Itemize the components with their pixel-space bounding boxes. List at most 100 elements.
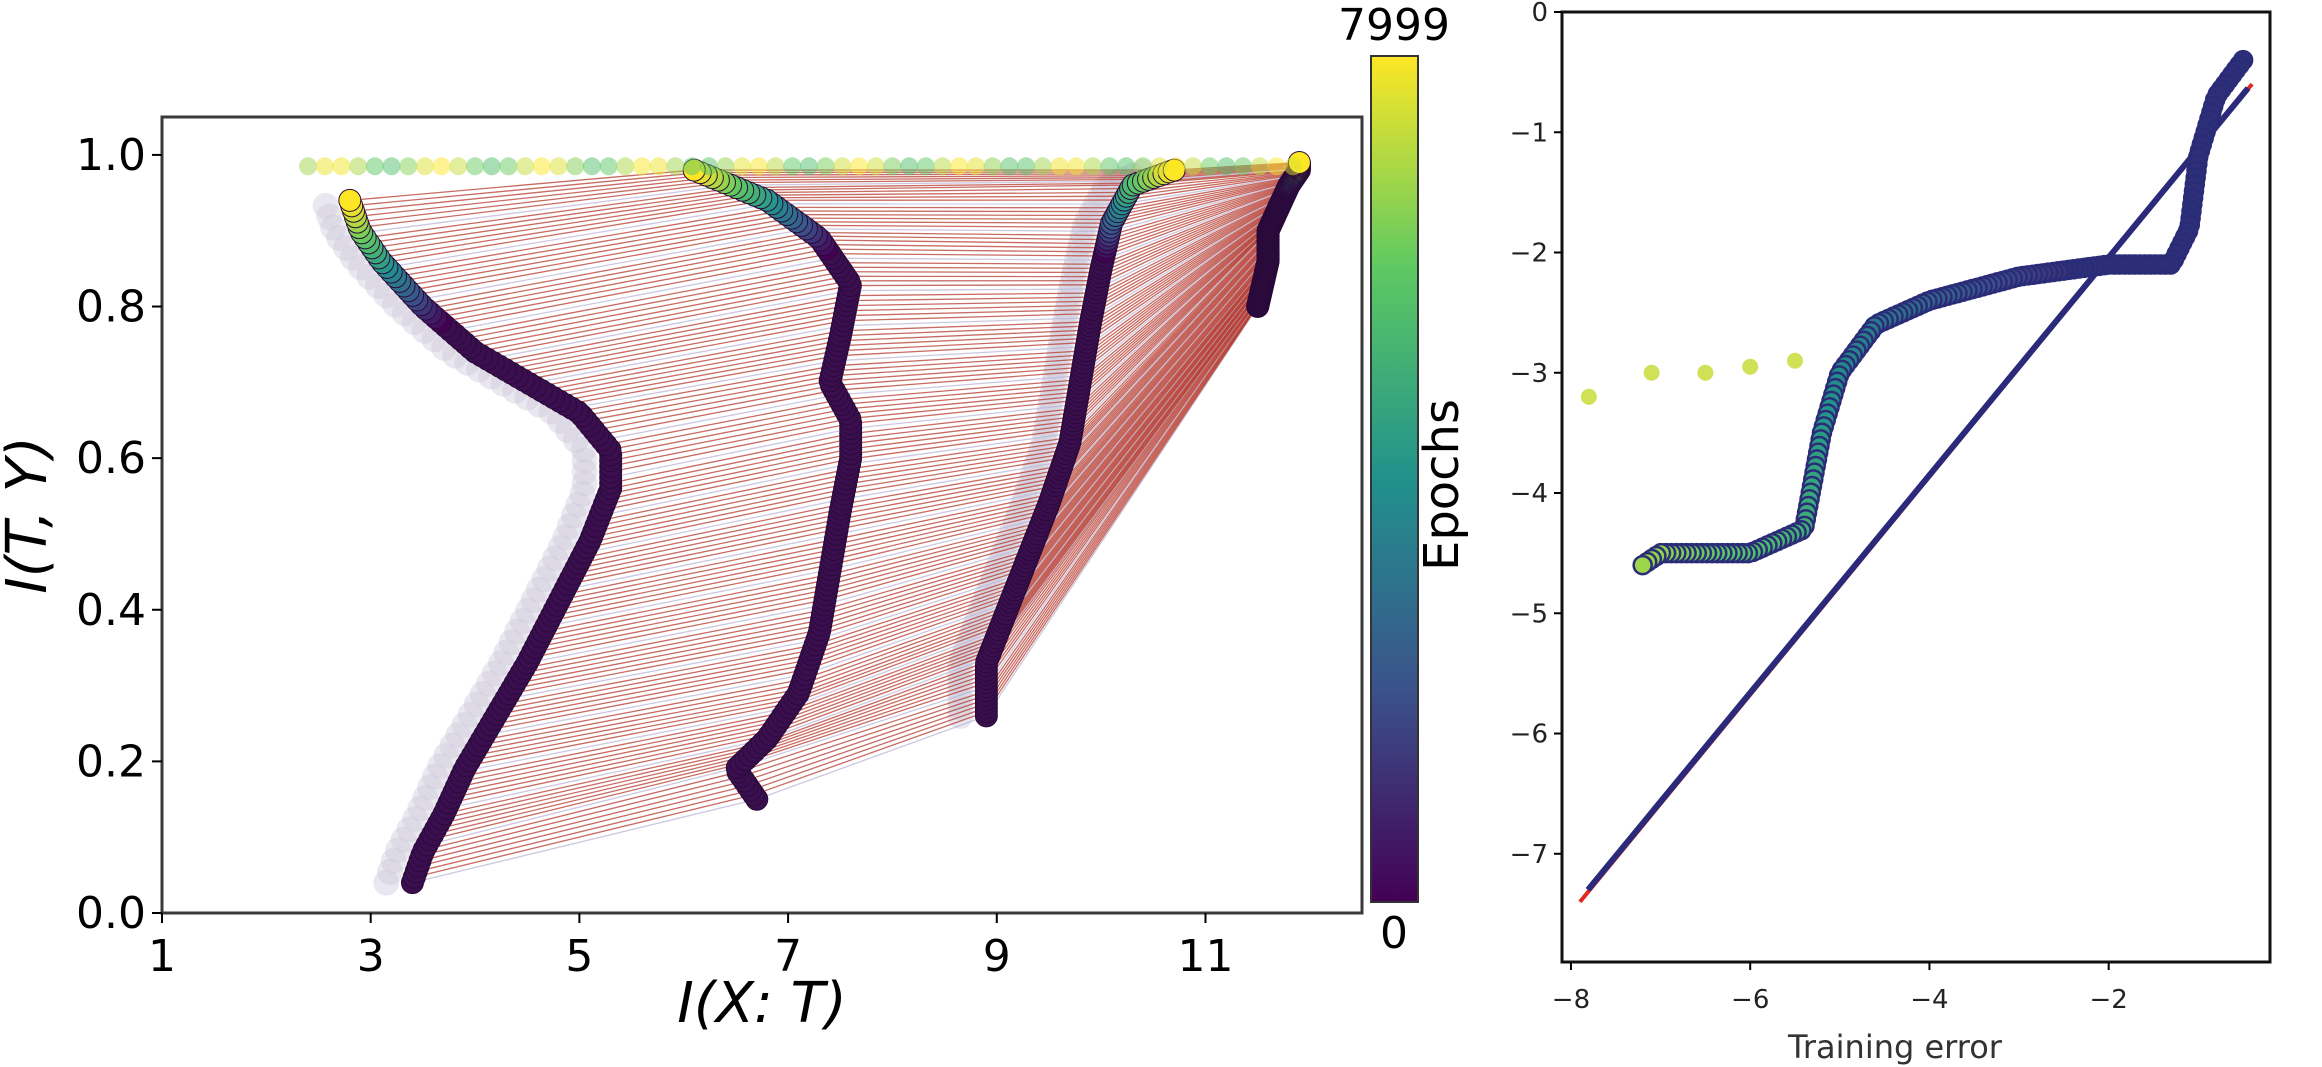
connector-line — [797, 617, 1005, 695]
connector-line — [781, 210, 1118, 213]
top-edge-point — [666, 157, 685, 176]
connector-line — [1067, 235, 1269, 451]
connector-line — [593, 478, 847, 533]
connector-line — [849, 395, 1078, 420]
top-edge-point — [1083, 157, 1102, 176]
connector-line — [811, 585, 1017, 656]
connector-line — [832, 505, 1049, 556]
halo-point — [463, 691, 490, 718]
top-edge-point — [499, 157, 518, 176]
connector-line — [597, 468, 849, 522]
connector-line — [1038, 257, 1269, 531]
connector-line — [581, 503, 842, 559]
connector-line — [847, 391, 1079, 415]
connector-line — [517, 315, 845, 378]
connector-line — [1050, 248, 1269, 499]
x-tick-label: 7 — [774, 931, 802, 982]
top-edge-point — [1117, 157, 1136, 176]
connector-line — [589, 488, 845, 544]
connector-line — [1057, 243, 1269, 479]
connector-line — [1095, 197, 1284, 298]
halo-point — [475, 670, 502, 697]
connector-line — [775, 645, 994, 727]
connector-line — [985, 297, 1261, 684]
top-edge-point — [332, 157, 351, 176]
connector-line — [1071, 231, 1269, 434]
halo-point — [556, 513, 583, 540]
halo-point — [396, 816, 423, 843]
connector-line — [601, 394, 837, 441]
top-edge-point — [1150, 157, 1169, 176]
colorbar: 7999 0 Epochs — [1338, 0, 1470, 959]
connector-line — [417, 785, 748, 868]
connector-line — [824, 541, 1035, 601]
left-y-axis-label: I(T, Y) — [0, 436, 60, 594]
connector-line — [1065, 237, 1269, 455]
connector-line — [382, 199, 768, 264]
connector-line — [736, 182, 1139, 189]
top-edge-point — [599, 157, 618, 176]
halo-point — [417, 774, 444, 801]
late-epoch-point — [1697, 364, 1714, 381]
connector-line — [760, 195, 1127, 199]
y-tick-label: 0.4 — [76, 585, 146, 636]
halo-point — [339, 244, 366, 271]
connector-line — [791, 625, 1002, 704]
halo-point — [427, 753, 454, 780]
connector-line — [456, 720, 780, 788]
connector-line — [737, 686, 987, 769]
connector-line — [610, 413, 848, 462]
connector-line — [803, 605, 1009, 680]
connector-line — [830, 362, 1084, 382]
connector-line — [487, 668, 807, 731]
top-edge-point — [1000, 157, 1019, 176]
connector-line — [523, 320, 844, 381]
connector-line — [762, 661, 987, 744]
halo-point — [552, 524, 579, 551]
connector-line — [359, 182, 725, 229]
connector-line — [526, 604, 825, 664]
top-edge-point — [582, 157, 601, 176]
connector-line — [520, 614, 823, 675]
connector-line — [429, 762, 742, 841]
connector-line — [460, 711, 786, 778]
top-edge-point — [1017, 157, 1035, 176]
connector-line — [844, 308, 1094, 317]
x-tick-label: 11 — [1177, 931, 1233, 982]
connector-line — [850, 416, 1075, 445]
connector-line — [548, 563, 832, 622]
connector-line — [1069, 233, 1269, 442]
connector-line — [572, 518, 840, 575]
connector-line — [985, 294, 1261, 671]
halo-point — [571, 458, 598, 485]
halo-point — [390, 826, 417, 853]
connector-line — [712, 174, 1159, 179]
halo-point — [569, 481, 596, 508]
connector-line — [794, 621, 1003, 700]
connector-line — [985, 299, 1260, 692]
connector-line — [586, 375, 832, 422]
halo-point — [571, 447, 598, 474]
connector-line — [849, 288, 1098, 292]
top-edge-point — [966, 157, 985, 176]
connector-line — [610, 417, 850, 467]
connector-line — [475, 280, 849, 353]
right-x-tick-label: −8 — [1552, 985, 1590, 1015]
connector-line — [1103, 187, 1288, 257]
connector-line — [749, 673, 987, 757]
colorbar-min-label: 0 — [1380, 908, 1408, 959]
connector-line — [490, 663, 809, 726]
top-edge-point — [566, 157, 585, 176]
connector-line — [718, 176, 1154, 181]
training-trajectory-point — [1632, 554, 1653, 576]
connector-line — [375, 194, 755, 254]
connector-line — [554, 553, 833, 612]
top-edge-point — [399, 157, 418, 176]
connector-line — [850, 424, 1074, 455]
connector-line — [830, 513, 1046, 566]
halo-point — [515, 597, 542, 624]
connector-line — [834, 345, 1087, 362]
connector-line — [605, 399, 840, 446]
halo-point — [487, 650, 514, 677]
